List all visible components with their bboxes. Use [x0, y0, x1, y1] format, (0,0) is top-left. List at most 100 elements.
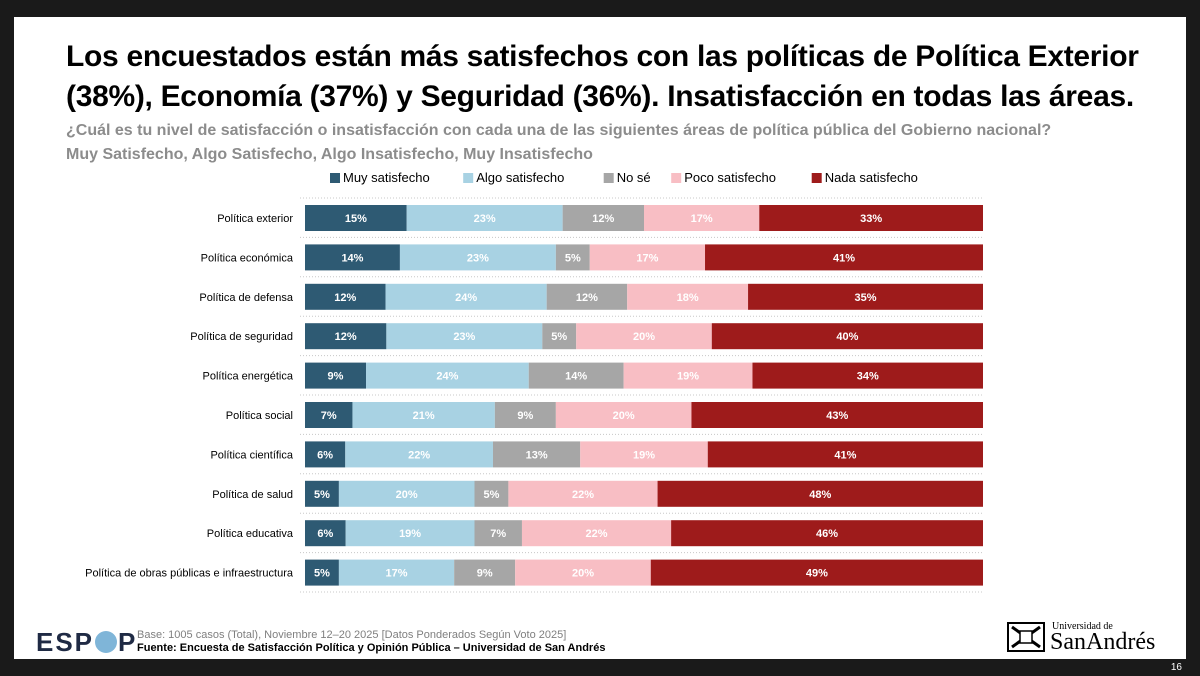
- data-label-nada-satisfecho: 41%: [834, 449, 856, 461]
- data-label-muy-satisfecho: 7%: [321, 410, 337, 422]
- data-label-muy-satisfecho: 14%: [341, 252, 363, 264]
- data-label-muy-satisfecho: 12%: [334, 292, 356, 304]
- legend-swatch-muy-satisfecho: [330, 173, 340, 183]
- data-label-no-se: 12%: [592, 213, 614, 225]
- data-label-muy-satisfecho: 5%: [314, 568, 330, 580]
- legend-label-nada-satisfecho: Nada satisfecho: [825, 170, 918, 185]
- bar-segment-muy-satisfecho: [305, 362, 367, 389]
- data-label-muy-satisfecho: 9%: [328, 371, 344, 383]
- data-label-muy-satisfecho: 15%: [345, 213, 367, 225]
- bar-segment-poco-satisfecho: [589, 244, 706, 271]
- bar-segment-muy-satisfecho: [305, 480, 339, 507]
- category-label: Política educativa: [207, 528, 294, 540]
- bar-segment-no-se: [454, 559, 516, 586]
- chart-subtitle: ¿Cuál es tu nivel de satisfacción o insa…: [66, 119, 1176, 167]
- bar-segment-muy-satisfecho: [305, 520, 346, 547]
- bar-segment-nada-satisfecho: [752, 362, 983, 389]
- bar-segment-algo-satisfecho: [352, 402, 495, 428]
- data-label-nada-satisfecho: 35%: [855, 292, 877, 304]
- data-label-nada-satisfecho: 48%: [809, 489, 831, 501]
- data-label-no-se: 5%: [551, 331, 567, 343]
- data-label-no-se: 14%: [565, 371, 587, 383]
- bar-segment-algo-satisfecho: [385, 283, 547, 310]
- category-label: Política de obras públicas e infraestruc…: [85, 568, 294, 580]
- bar-segment-algo-satisfecho: [366, 362, 529, 389]
- data-label-poco-satisfecho: 17%: [691, 213, 713, 225]
- bar-segment-algo-satisfecho: [345, 441, 493, 468]
- data-label-nada-satisfecho: 41%: [833, 252, 855, 264]
- legend-label-muy-satisfecho: Muy satisfecho: [343, 170, 430, 185]
- legend: Muy satisfecho Algo satisfecho No sé Poco s…: [330, 170, 918, 185]
- data-label-algo-satisfecho: 19%: [399, 528, 421, 540]
- bar-segment-no-se: [555, 244, 590, 271]
- data-label-nada-satisfecho: 40%: [836, 331, 858, 343]
- legend-label-algo-satisfecho: Algo satisfecho: [476, 170, 564, 185]
- legend-swatch-poco-satisfecho: [671, 173, 682, 183]
- bar-segment-algo-satisfecho: [406, 205, 563, 231]
- bar-segment-nada-satisfecho: [650, 559, 983, 586]
- bar-segment-algo-satisfecho: [338, 480, 475, 507]
- data-label-poco-satisfecho: 20%: [633, 331, 655, 343]
- category-label: Política de salud: [212, 489, 293, 501]
- data-label-poco-satisfecho: 19%: [633, 449, 655, 461]
- bar-segment-poco-satisfecho: [580, 441, 708, 468]
- bar-segment-muy-satisfecho: [305, 244, 400, 271]
- data-label-poco-satisfecho: 20%: [613, 410, 635, 422]
- category-label: Política exterior: [217, 213, 293, 225]
- category-label: Política de defensa: [199, 292, 293, 304]
- data-label-no-se: 12%: [576, 292, 598, 304]
- university-crest-icon: [1007, 622, 1045, 652]
- bar-segment-poco-satisfecho: [515, 559, 651, 586]
- data-label-muy-satisfecho: 6%: [317, 449, 333, 461]
- stacked-bar-chart: Muy satisfecho Algo satisfecho No sé Poco s…: [85, 170, 983, 593]
- bar-segment-muy-satisfecho: [305, 402, 353, 428]
- legend-label-poco-satisfecho: Poco satisfecho: [684, 170, 776, 185]
- bar-segment-poco-satisfecho: [576, 323, 712, 350]
- category-label: Política científica: [210, 449, 293, 461]
- bar-segment-nada-satisfecho: [707, 441, 983, 468]
- bar-segment-poco-satisfecho: [555, 402, 692, 428]
- data-label-algo-satisfecho: 20%: [396, 489, 418, 501]
- data-label-algo-satisfecho: 23%: [474, 213, 496, 225]
- bar-segment-no-se: [562, 205, 644, 231]
- bar-segment-no-se: [474, 520, 522, 547]
- data-label-poco-satisfecho: 18%: [677, 292, 699, 304]
- data-label-no-se: 7%: [490, 528, 506, 540]
- bar-segment-no-se: [474, 480, 509, 507]
- data-label-nada-satisfecho: 49%: [806, 568, 828, 580]
- bar-segment-no-se: [546, 283, 628, 310]
- bar-segment-muy-satisfecho: [305, 441, 346, 468]
- data-label-muy-satisfecho: 12%: [335, 331, 357, 343]
- data-label-no-se: 5%: [565, 252, 581, 264]
- legend-label-no-se: No sé: [617, 170, 651, 185]
- subtitle-question: ¿Cuál es tu nivel de satisfacción o insa…: [66, 122, 1052, 139]
- data-label-algo-satisfecho: 21%: [413, 410, 435, 422]
- bar-segment-poco-satisfecho: [508, 480, 658, 507]
- data-label-nada-satisfecho: 33%: [860, 213, 882, 225]
- category-label: Política social: [226, 410, 293, 422]
- data-label-algo-satisfecho: 24%: [436, 371, 458, 383]
- data-label-muy-satisfecho: 5%: [314, 489, 330, 501]
- legend-swatch-nada-satisfecho: [811, 173, 822, 183]
- data-label-poco-satisfecho: 17%: [636, 252, 658, 264]
- data-label-algo-satisfecho: 23%: [467, 252, 489, 264]
- subtitle-scale: Muy Satisfecho, Algo Satisfecho, Algo In…: [66, 146, 593, 163]
- bar-segment-nada-satisfecho: [711, 323, 983, 350]
- data-label-algo-satisfecho: 24%: [455, 292, 477, 304]
- slide: Los encuestados están más satisfechos co…: [14, 17, 1186, 659]
- bar-segment-muy-satisfecho: [305, 205, 407, 231]
- data-label-poco-satisfecho: 22%: [572, 489, 594, 501]
- legend-swatch-algo-satisfecho: [463, 173, 474, 183]
- bar-segment-poco-satisfecho: [627, 283, 749, 310]
- bar-segment-algo-satisfecho: [338, 559, 455, 586]
- category-label: Política económica: [201, 252, 294, 264]
- bar-segment-nada-satisfecho: [657, 480, 983, 507]
- bar-segment-nada-satisfecho: [759, 205, 983, 231]
- data-label-no-se: 5%: [483, 489, 499, 501]
- bar-segment-muy-satisfecho: [305, 283, 386, 310]
- data-label-algo-satisfecho: 23%: [453, 331, 475, 343]
- data-label-poco-satisfecho: 20%: [572, 568, 594, 580]
- bar-segment-poco-satisfecho: [644, 205, 760, 231]
- data-label-nada-satisfecho: 43%: [826, 410, 848, 422]
- bar-segment-poco-satisfecho: [623, 362, 753, 389]
